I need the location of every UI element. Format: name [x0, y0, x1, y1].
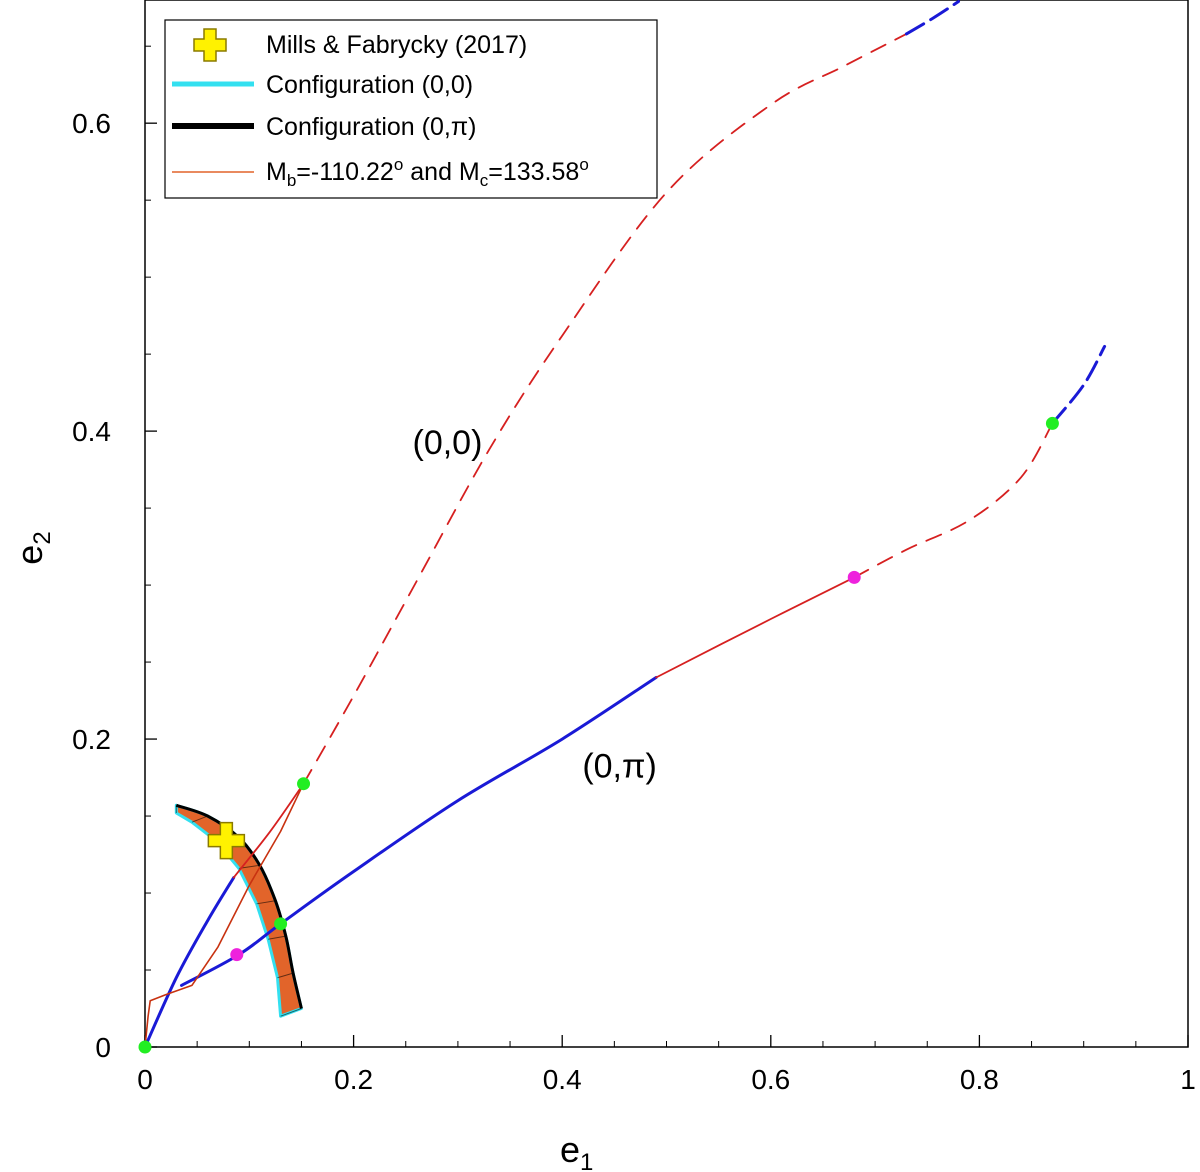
legend-box: [164, 19, 658, 199]
band-hatch: [256, 900, 276, 905]
x-tick-label: 0.2: [334, 1064, 373, 1095]
series-line-7: [1050, 344, 1107, 425]
equilibrium-point: [297, 777, 311, 791]
legend-entry-config-0pi: Configuration (0,π): [266, 113, 476, 141]
y-tick-label: 0.2: [72, 724, 111, 755]
y-tick-label: 0.6: [72, 108, 111, 139]
point-layer: [138, 416, 1059, 1054]
series-line-3: [904, 0, 960, 36]
band-hatch: [280, 1008, 302, 1017]
transition-point: [230, 948, 244, 962]
legend-entry-config-00: Configuration (0,0): [266, 71, 473, 99]
equilibrium-point: [274, 917, 288, 931]
legend-entry-mb-mc: Mb=-110.22o and Mc=133.58o: [266, 155, 589, 190]
legend-cross-icon: [193, 28, 227, 62]
x-tick-label: 0.4: [543, 1064, 582, 1095]
transition-point: [847, 570, 861, 584]
tick-labels: 0 0.2 0.4 0.6 0.8 1 0 0.2 0.4 0.6: [72, 108, 1196, 1095]
x-tick-label: 1: [1180, 1064, 1196, 1095]
marker-layer: [207, 821, 246, 860]
series-line-1: [232, 782, 305, 879]
band-hatch: [267, 935, 286, 940]
y-tick-label: 0: [95, 1032, 111, 1063]
band-hatch: [277, 972, 294, 979]
x-tick-label: 0.6: [751, 1064, 790, 1095]
axis-ticks: [144, 45, 1189, 1048]
legend: Mills & Fabrycky (2017) Configuration (0…: [164, 19, 658, 199]
series-line-8: [145, 782, 305, 1047]
legend-entry-mills: Mills & Fabrycky (2017): [266, 31, 527, 59]
series-line-2: [302, 33, 908, 785]
y-tick-label: 0.4: [72, 416, 111, 447]
series-line-6: [853, 422, 1054, 579]
equilibrium-point: [138, 1040, 152, 1054]
x-tick-label: 0: [137, 1064, 153, 1095]
x-tick-label: 0.8: [960, 1064, 999, 1095]
annotation-00: (0,0): [413, 424, 483, 462]
band-edge-0pi: [175, 803, 303, 1009]
x-axis-title: e1: [560, 1129, 593, 1172]
series-line-0: [145, 876, 236, 1047]
y-axis-title: e2: [9, 531, 56, 564]
reference-cross-marker: [207, 821, 246, 860]
series-line-5: [655, 576, 856, 679]
band-hatch: [191, 815, 208, 823]
annotation-0pi: (0,π): [582, 748, 656, 786]
equilibrium-point: [1045, 416, 1059, 430]
